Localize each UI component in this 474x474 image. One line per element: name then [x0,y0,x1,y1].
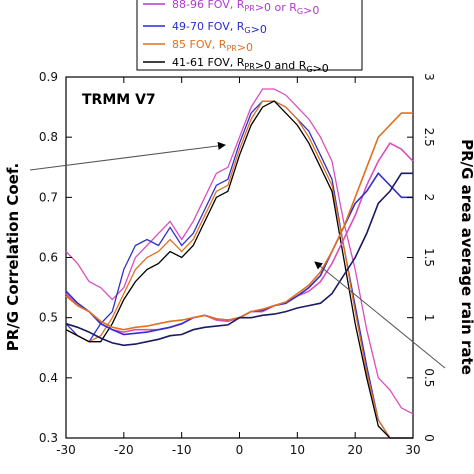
y-left-tick-label-3: 0.6 [39,251,58,265]
legend-label-0: 88-96 FOV, RPR>0 or RG>0 [172,0,319,17]
y-left-tick-label-0: 0.3 [39,431,58,445]
series-line-7 [65,172,413,347]
series-line-0 [65,88,414,415]
x-tick-label-2: -10 [172,443,192,457]
series-line-4 [65,142,414,333]
ticks-layer: -30 -20 -10 0 10 20 30 0.3 0.4 0.5 0.6 0.7 0.8 0.9 0 0.… [39,70,436,457]
y-left-tick-label-1: 0.4 [39,371,58,385]
y-left-tick-label-5: 0.8 [39,130,58,144]
y-right-tick-label-3: 1.5 [422,248,436,267]
y-right-tick-label-0: 0 [422,434,436,442]
plot-frame [65,76,414,439]
y-right-tick-label-1: 0.5 [422,368,436,387]
legend: 88-96 FOV, RPR>0 or RG>0 49-70 FOV, RG>0 8… [136,0,363,75]
y-axis-right-title: PR/G area average rain rate [458,139,474,375]
annotation-arrow-right [314,261,446,369]
y-axis-left-title: PR/G Correlation Coef. [4,163,22,352]
legend-label-1: 49-70 FOV, RG>0 [172,20,267,36]
x-tick-label-5: 20 [348,443,363,457]
y-right-tick-label-2: 1 [422,314,436,322]
y-right-tick-label-6: 3 [422,73,436,81]
series-line-1 [65,100,413,439]
annotation-arrow-left [29,141,226,171]
x-tick-label-0: -30 [56,443,76,457]
y-right-tick-label-5: 2.5 [422,128,436,147]
series-line-2 [65,100,413,439]
y-left-tick-label-4: 0.7 [39,190,58,204]
y-right-tick-label-4: 2 [422,194,436,202]
legend-label-3: 41-61 FOV, RPR>0 and RG>0 [172,56,329,75]
series-layer [65,88,414,439]
series-line-3 [65,100,413,439]
x-tick-label-6: 30 [405,443,420,457]
x-tick-label-4: 10 [290,443,305,457]
y-left-tick-label-2: 0.5 [39,311,58,325]
x-tick-label-3: 0 [236,443,244,457]
legend-box [136,0,363,71]
x-tick-label-1: -20 [114,443,134,457]
y-left-tick-label-6: 0.9 [39,70,58,84]
annotation-label: TRMM V7 [82,92,156,108]
legend-label-2: 85 FOV, RPR>0 [172,38,253,54]
